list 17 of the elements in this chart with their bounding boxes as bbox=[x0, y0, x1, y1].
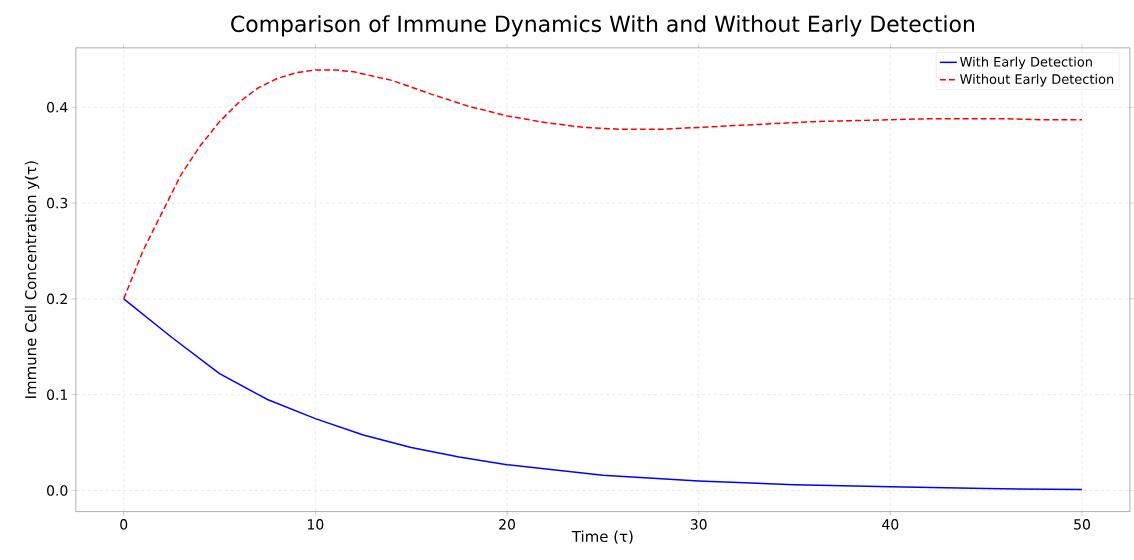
y-tick-label: 0.1 bbox=[47, 389, 67, 400]
legend-label: With Early Detection bbox=[960, 56, 1092, 69]
chart-title: Comparison of Immune Dynamics With and Without Early Detection bbox=[231, 14, 975, 37]
y-axis-title: Immune Cell Concentration y(τ) bbox=[24, 161, 40, 398]
y-tick-label: 0.2 bbox=[47, 293, 67, 304]
line-series bbox=[122, 297, 1083, 491]
legend-label: Without Early Detection bbox=[960, 73, 1114, 87]
y-tick-label: 0.0 bbox=[47, 485, 68, 496]
x-tick-label: 30 bbox=[690, 518, 707, 530]
y-tick-label: 0.4 bbox=[47, 101, 68, 113]
x-tick-label: 0 bbox=[120, 518, 128, 530]
x-tick-label: 40 bbox=[882, 518, 899, 530]
x-axis-title: Time (τ) bbox=[571, 530, 633, 544]
y-tick-label: 0.3 bbox=[47, 197, 68, 209]
x-tick-label: 50 bbox=[1074, 518, 1090, 530]
x-tick-label: 10 bbox=[308, 518, 324, 530]
x-tick-label: 20 bbox=[499, 518, 515, 530]
